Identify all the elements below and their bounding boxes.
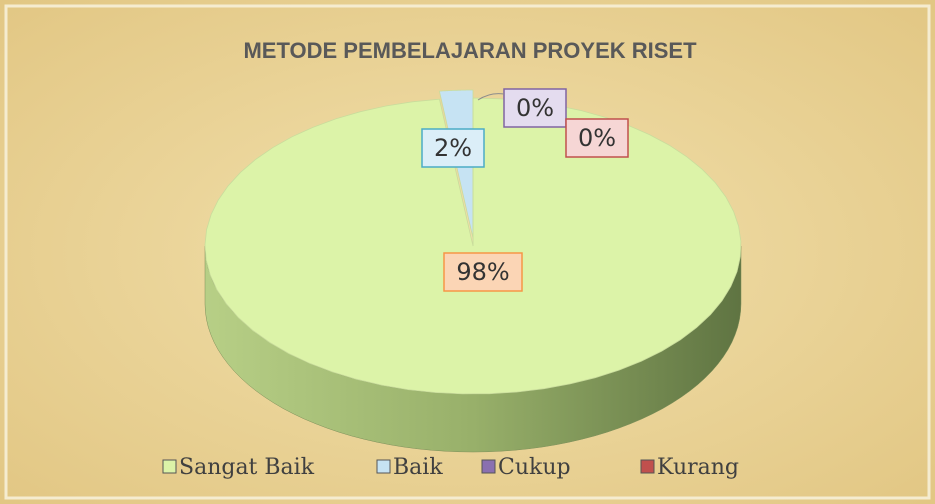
data-label-box — [565, 118, 629, 158]
data-label-box — [443, 252, 523, 292]
data-label-box — [503, 88, 567, 128]
chart-title: METODE PEMBELAJARAN PROYEK RISET — [243, 38, 697, 63]
legend-label: Sangat Baik — [179, 455, 315, 480]
data-labels: 98% 2% 0% 0% — [421, 88, 629, 292]
legend-label: Baik — [393, 455, 443, 480]
legend-label: Kurang — [657, 455, 739, 480]
leader-line — [477, 93, 505, 101]
legend-swatch — [481, 459, 496, 474]
legend-swatch — [162, 459, 177, 474]
chart-border — [4, 4, 931, 500]
legend-swatch — [376, 459, 391, 474]
legend-swatch — [640, 459, 655, 474]
data-label: 2% — [434, 134, 472, 162]
data-label: 98% — [456, 258, 509, 286]
data-label-box — [421, 128, 485, 168]
legend: Sangat Baik Baik Cukup Kurang — [162, 455, 739, 480]
legend-label: Cukup — [498, 455, 571, 480]
data-label: 0% — [578, 124, 616, 152]
data-label: 0% — [516, 94, 554, 122]
pie — [204, 89, 742, 453]
